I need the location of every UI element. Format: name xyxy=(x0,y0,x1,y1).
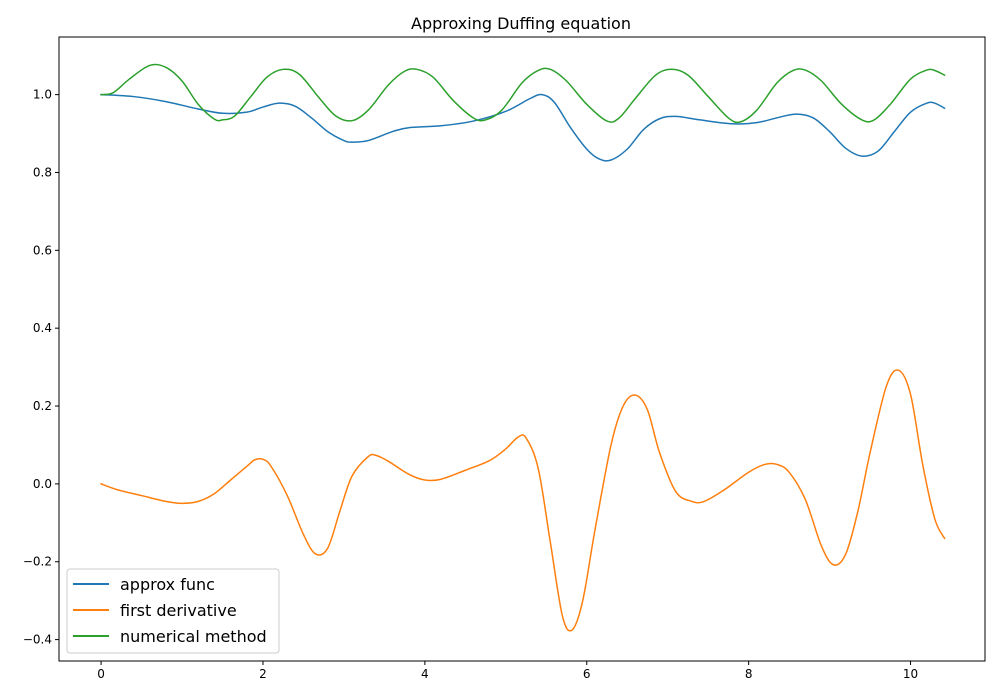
y-tick-label: −0.2 xyxy=(23,555,52,569)
chart-title: Approxing Duffing equation xyxy=(411,14,631,33)
y-tick-label: 0.0 xyxy=(33,477,52,491)
x-tick-label: 6 xyxy=(583,667,591,681)
x-tick-label: 8 xyxy=(745,667,753,681)
x-tick-label: 0 xyxy=(97,667,105,681)
y-tick-label: 1.0 xyxy=(33,88,52,102)
x-tick-label: 4 xyxy=(421,667,429,681)
y-tick-label: 0.6 xyxy=(33,243,52,257)
y-tick-label: 0.2 xyxy=(33,399,52,413)
legend-label: first derivative xyxy=(120,601,237,620)
series-line-first-derivative xyxy=(100,369,946,632)
legend-label: approx func xyxy=(120,575,215,594)
y-tick-label: −0.4 xyxy=(23,633,52,647)
axes-frame xyxy=(58,36,986,662)
y-tick-label: 0.8 xyxy=(33,165,52,179)
axes: 0 2 4 6 8 10 −0.4 −0.2 0.0 0.2 0.4 0.6 0.8 1.0 xyxy=(23,36,986,681)
plot-area xyxy=(100,63,946,632)
x-tick-label: 2 xyxy=(259,667,267,681)
series-line-numerical-method xyxy=(100,63,946,124)
y-tick-label: 0.4 xyxy=(33,321,52,335)
series-line-approx-func xyxy=(100,93,946,162)
legend-label: numerical method xyxy=(120,627,267,646)
x-tick-label: 10 xyxy=(903,667,918,681)
legend-box xyxy=(66,568,280,654)
legend: approx func first derivative numerical met… xyxy=(66,568,280,654)
